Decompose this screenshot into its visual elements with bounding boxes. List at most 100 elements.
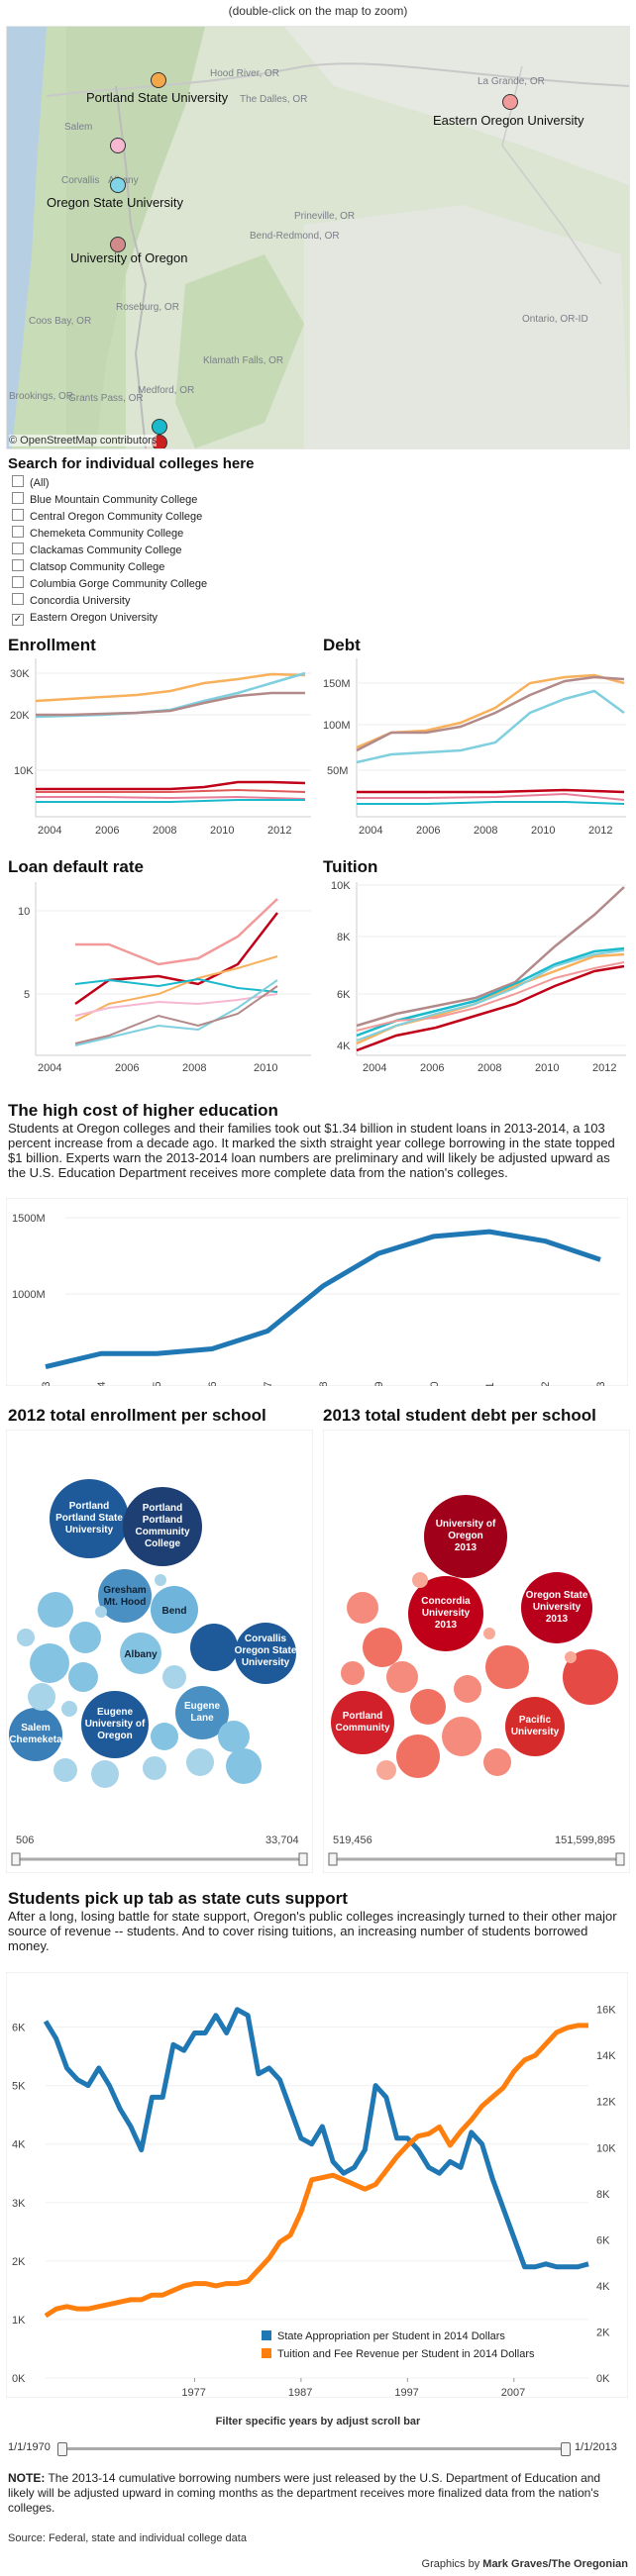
list-item[interactable]: Blue Mountain Community College bbox=[12, 492, 197, 508]
list-item[interactable]: Concordia University bbox=[12, 593, 130, 609]
college-list[interactable]: (All) Blue Mountain Community College Ce… bbox=[0, 475, 636, 630]
svg-text:Oregon: Oregon bbox=[97, 1731, 133, 1741]
checkbox[interactable] bbox=[12, 509, 24, 521]
svg-text:Community: Community bbox=[136, 1527, 190, 1537]
x-tick: 1997 bbox=[394, 2387, 418, 2398]
map-terrain bbox=[7, 27, 629, 448]
checkbox[interactable] bbox=[12, 492, 24, 504]
default-tuition-charts: 10 5 2004 2006 2008 2010 10K 8K 6K 4K 20… bbox=[18, 880, 626, 1074]
cost-line-chart: 1500M 1000M 2003 2004 2005 2006 2007 2008 2009… bbox=[6, 1198, 628, 1386]
cost-xtick: 2011 bbox=[484, 1382, 496, 1386]
source-note: Source: Federal, state and individual co… bbox=[8, 2532, 247, 2544]
pin-eastern-oregon[interactable] bbox=[502, 94, 518, 110]
city-coos-bay: Coos Bay, OR bbox=[29, 316, 92, 327]
svg-text:6K: 6K bbox=[337, 989, 351, 1001]
svg-text:2008: 2008 bbox=[182, 1062, 206, 1074]
year-slider-track[interactable] bbox=[59, 2447, 567, 2450]
enroll-slider-max-handle bbox=[298, 1852, 308, 1866]
search-title: Search for individual colleges here bbox=[8, 455, 255, 472]
filter-from: 1/1/1970 bbox=[8, 2441, 51, 2453]
svg-text:150M: 150M bbox=[323, 678, 351, 690]
enroll-bubble-title: 2012 total enrollment per school bbox=[8, 1406, 266, 1425]
city-hood-river: Hood River, OR bbox=[210, 68, 280, 79]
svg-text:Portland State: Portland State bbox=[55, 1513, 123, 1524]
city-corvallis: Corvallis bbox=[61, 175, 100, 186]
list-item[interactable]: Chemeketa Community College bbox=[12, 526, 183, 542]
list-item[interactable]: Columbia Gorge Community College bbox=[12, 576, 207, 592]
pin-university-of-oregon[interactable] bbox=[110, 237, 126, 252]
right-tick: 16K bbox=[596, 2005, 616, 2017]
credit: Graphics by Mark Graves/The Oregonian bbox=[421, 2558, 628, 2570]
svg-text:University: University bbox=[242, 1657, 290, 1668]
pin-portland-state[interactable] bbox=[151, 72, 166, 88]
svg-text:Gresham: Gresham bbox=[103, 1585, 146, 1596]
debt-slider-max-handle bbox=[615, 1852, 625, 1866]
checkbox[interactable] bbox=[12, 526, 24, 538]
list-item[interactable]: Clatsop Community College bbox=[12, 559, 164, 575]
svg-text:Oregon State: Oregon State bbox=[526, 1590, 588, 1601]
year-slider-max-handle[interactable] bbox=[561, 2442, 571, 2456]
city-klamath-falls: Klamath Falls, OR bbox=[203, 355, 284, 366]
filter-to: 1/1/2013 bbox=[575, 2441, 617, 2453]
debt-bubbles: University of Oregon 2013 Concordia Univ… bbox=[323, 1430, 630, 1873]
svg-text:2004: 2004 bbox=[38, 1062, 61, 1074]
x-tick: 1977 bbox=[181, 2387, 205, 2398]
city-bend-redmond: Bend-Redmond, OR bbox=[250, 231, 340, 242]
svg-text:5: 5 bbox=[24, 989, 30, 1001]
city-prineville: Prineville, OR bbox=[294, 211, 356, 222]
cost-xtick: 2007 bbox=[263, 1382, 274, 1386]
city-roseburg: Roseburg, OR bbox=[116, 302, 179, 313]
list-item[interactable]: Central Oregon Community College bbox=[12, 509, 202, 525]
cost-xtick: 2006 bbox=[207, 1382, 219, 1386]
cost-xtick: 2009 bbox=[373, 1382, 385, 1386]
legend-swatch-orange bbox=[262, 2348, 271, 2358]
filter-label: Filter specific years by adjust scroll b… bbox=[215, 2416, 421, 2427]
map-attribution: © OpenStreetMap contributors bbox=[9, 435, 158, 446]
svg-text:2010: 2010 bbox=[531, 825, 555, 837]
left-tick: 2K bbox=[12, 2256, 26, 2268]
pin-salem[interactable] bbox=[110, 138, 126, 153]
svg-text:Portland: Portland bbox=[69, 1501, 110, 1512]
year-slider-min-handle[interactable] bbox=[57, 2442, 67, 2456]
list-item[interactable]: Clackamas Community College bbox=[12, 543, 181, 558]
checkbox[interactable] bbox=[12, 543, 24, 554]
tick: 20K bbox=[10, 710, 30, 722]
right-tick: 6K bbox=[596, 2234, 610, 2246]
x-tick: 1987 bbox=[288, 2387, 312, 2398]
state-title: Students pick up tab as state cuts suppo… bbox=[8, 1889, 348, 1908]
tick: 30K bbox=[10, 668, 30, 680]
label-oregon-state: Oregon State University bbox=[47, 195, 184, 210]
left-tick: 3K bbox=[12, 2198, 26, 2210]
pin-oregon-state[interactable] bbox=[110, 177, 126, 193]
cost-xtick: 2004 bbox=[96, 1382, 108, 1386]
left-tick: 4K bbox=[12, 2139, 26, 2151]
svg-text:Community: Community bbox=[336, 1723, 390, 1734]
checkbox[interactable] bbox=[12, 576, 24, 588]
list-item[interactable]: ✓ Eastern Oregon University bbox=[12, 612, 158, 626]
svg-text:Eugene: Eugene bbox=[184, 1701, 221, 1712]
svg-text:Salem: Salem bbox=[21, 1723, 51, 1734]
city-la-grande: La Grande, OR bbox=[477, 76, 545, 87]
city-the-dalles: The Dalles, OR bbox=[240, 94, 308, 105]
tuition-title: Tuition bbox=[323, 857, 378, 876]
tuition-revenue-line bbox=[44, 2023, 588, 2319]
checkbox[interactable] bbox=[12, 559, 24, 571]
svg-text:2004: 2004 bbox=[359, 825, 382, 837]
list-item[interactable]: (All) bbox=[12, 475, 50, 491]
pin-southern[interactable] bbox=[152, 419, 167, 435]
svg-text:University: University bbox=[511, 1727, 560, 1737]
legend-tuition: Tuition and Fee Revenue per Student in 2… bbox=[262, 2348, 534, 2360]
svg-text:Mt. Hood: Mt. Hood bbox=[104, 1597, 147, 1608]
state-text: After a long, losing battle for state su… bbox=[8, 1909, 617, 1953]
college-map[interactable]: Hood River, OR The Dalles, OR La Grande,… bbox=[6, 26, 630, 449]
svg-text:2008: 2008 bbox=[153, 825, 176, 837]
svg-text:Bend: Bend bbox=[162, 1606, 187, 1617]
checkbox[interactable] bbox=[12, 593, 24, 605]
svg-text:8K: 8K bbox=[337, 932, 351, 943]
checkbox-checked[interactable]: ✓ bbox=[12, 614, 24, 626]
cost-xtick: 2013 bbox=[595, 1382, 607, 1386]
svg-text:2013: 2013 bbox=[435, 1620, 458, 1631]
svg-text:College: College bbox=[145, 1538, 181, 1549]
checkbox[interactable] bbox=[12, 475, 24, 487]
debt-title: Debt bbox=[323, 636, 361, 654]
